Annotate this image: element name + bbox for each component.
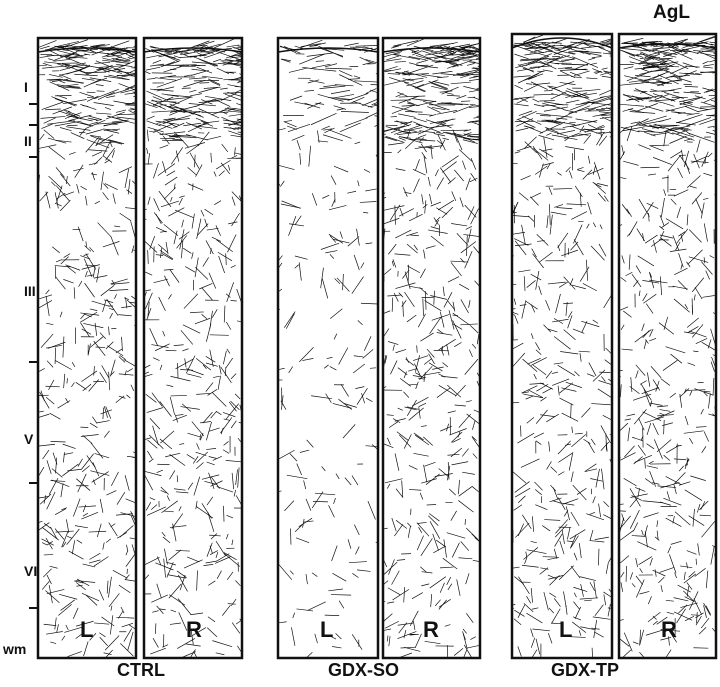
pial-surface-gdx-tp-left: [511, 37, 613, 49]
panel-ctrl-left-label: L: [80, 617, 94, 642]
panel-gdx-tp-left-label: L: [559, 617, 573, 642]
panel-frame-gdx-tp-right: [617, 32, 718, 660]
pial-surface-ctrl-left: [37, 47, 137, 53]
fiber-cluster-gdx-so-right: [383, 38, 480, 658]
pial-surface-ctrl-right: [143, 47, 243, 53]
fiber-cluster-gdx-so-left: [278, 39, 378, 658]
pial-surface-gdx-so-right: [382, 47, 481, 53]
group-label-gdx-tp: GDX-TP: [551, 660, 620, 680]
pial-surface-gdx-so-left: [277, 47, 379, 53]
fiber-cluster-gdx-tp-left: [512, 34, 612, 658]
panel-frame-ctrl-right: [142, 36, 244, 660]
fiber-cluster-gdx-tp-right: [619, 35, 716, 658]
panel-frame-ctrl-left: [36, 36, 138, 660]
layer-label-wm: wm: [3, 641, 27, 657]
fiber-cluster-ctrl-right: [144, 38, 242, 658]
panel-gdx-tp-right-label: R: [661, 617, 677, 642]
group-label-ctrl: CTRL: [117, 660, 165, 680]
layer-label-III: III: [24, 283, 36, 299]
panel-frame-gdx-tp-left: [510, 32, 614, 660]
panel-gdx-so-right-label: R: [423, 617, 439, 642]
panel-frame-gdx-so-left: [276, 36, 380, 660]
group-label-gdx-so: GDX-SO: [328, 660, 400, 680]
fiber-tracings: [38, 34, 716, 658]
layer-label-I: I: [24, 79, 28, 95]
figure-title: AgL: [653, 2, 690, 23]
layer-label-II: II: [24, 133, 32, 149]
layer-boundary-ticks: [29, 103, 38, 609]
panel-gdx-so-left-label: L: [320, 617, 334, 642]
panel-ctrl-right-label: R: [186, 617, 202, 642]
layer-label-V: V: [24, 431, 34, 447]
layer-label-VI: VI: [24, 563, 38, 579]
pial-surface-gdx-tp-right: [618, 43, 717, 49]
panel-frames: [36, 32, 718, 660]
panel-frame-gdx-so-right: [381, 36, 482, 660]
fiber-cluster-ctrl-left: [38, 39, 136, 658]
